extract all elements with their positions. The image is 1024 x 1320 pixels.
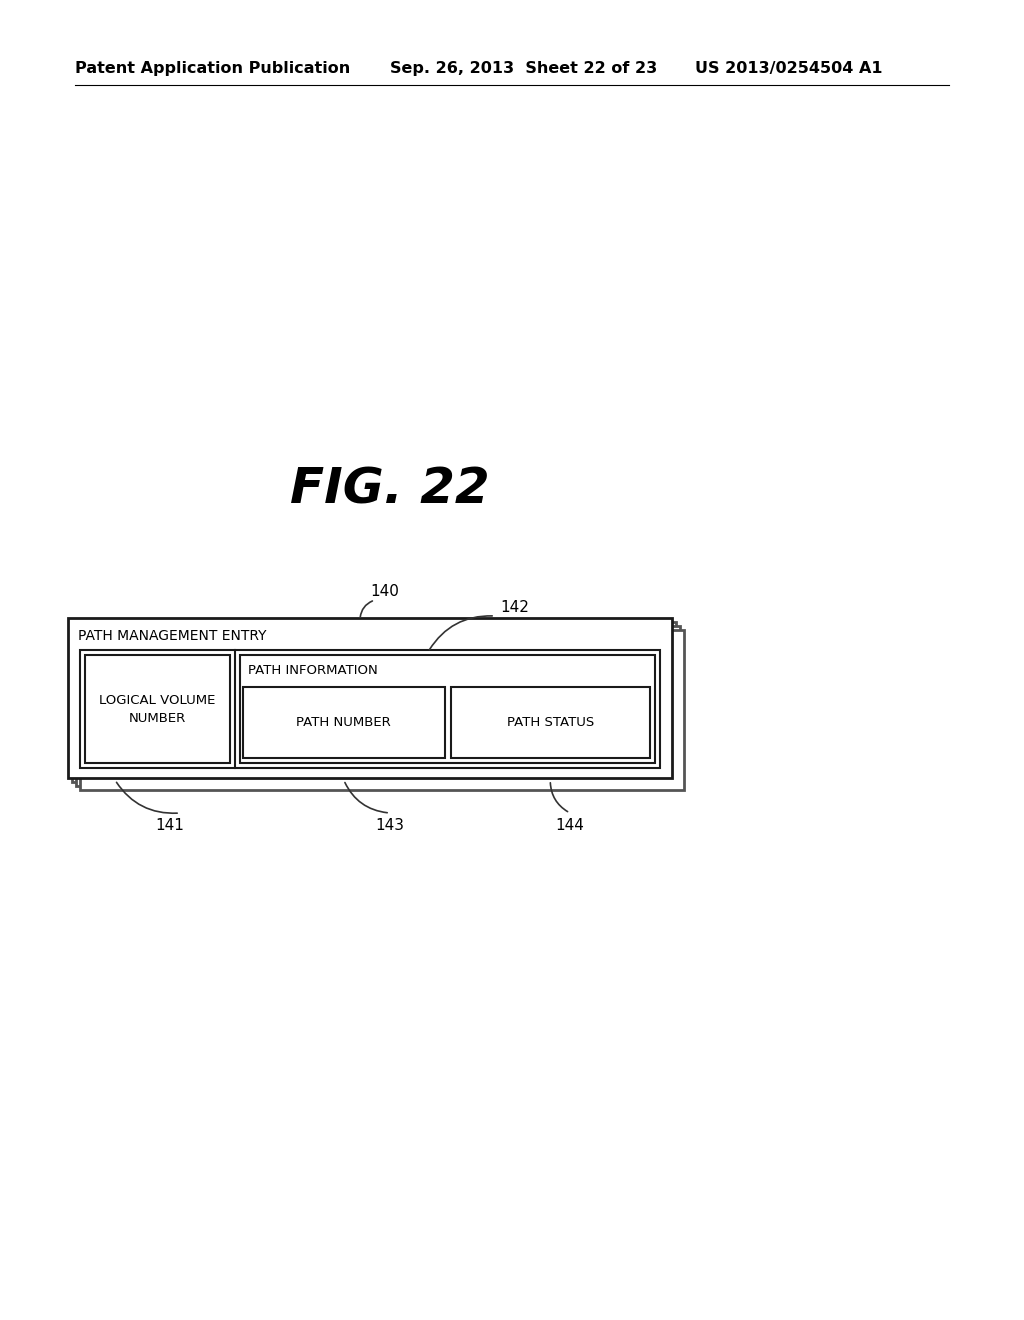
Text: 143: 143 xyxy=(376,817,404,833)
Text: US 2013/0254504 A1: US 2013/0254504 A1 xyxy=(695,61,883,75)
Text: FIG. 22: FIG. 22 xyxy=(290,466,489,513)
Bar xyxy=(80,649,660,768)
Text: LOGICAL VOLUME
NUMBER: LOGICAL VOLUME NUMBER xyxy=(99,693,216,725)
Text: Sep. 26, 2013  Sheet 22 of 23: Sep. 26, 2013 Sheet 22 of 23 xyxy=(390,61,657,75)
Bar xyxy=(240,655,655,763)
Text: PATH NUMBER: PATH NUMBER xyxy=(296,715,391,729)
Text: 142: 142 xyxy=(500,601,528,615)
Text: 144: 144 xyxy=(556,817,585,833)
Bar xyxy=(243,686,444,758)
Bar xyxy=(451,686,650,758)
Bar xyxy=(76,626,680,785)
Text: 141: 141 xyxy=(156,817,184,833)
Text: 140: 140 xyxy=(371,585,399,599)
Text: PATH STATUS: PATH STATUS xyxy=(507,715,594,729)
Bar xyxy=(68,618,672,777)
Text: PATH MANAGEMENT ENTRY: PATH MANAGEMENT ENTRY xyxy=(78,630,266,643)
Text: Patent Application Publication: Patent Application Publication xyxy=(75,61,350,75)
Text: PATH INFORMATION: PATH INFORMATION xyxy=(248,664,378,677)
Bar xyxy=(80,630,684,789)
Bar xyxy=(85,655,230,763)
Bar xyxy=(72,622,676,781)
